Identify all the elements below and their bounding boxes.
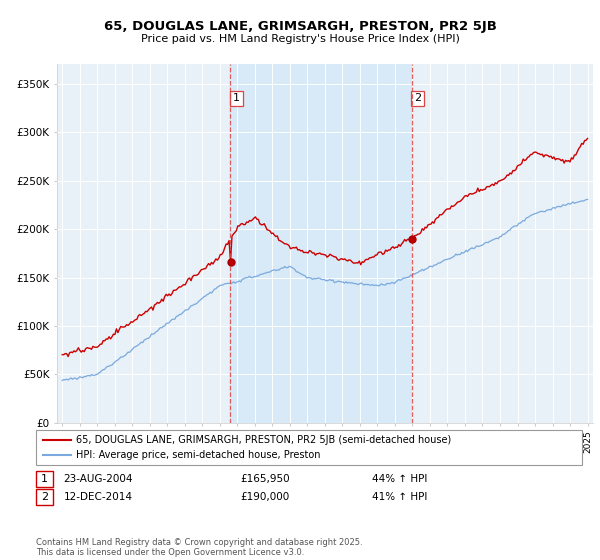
Text: £190,000: £190,000	[240, 492, 289, 502]
Text: 12-DEC-2014: 12-DEC-2014	[64, 492, 133, 502]
Bar	[230, 64, 412, 423]
Text: £165,950: £165,950	[240, 474, 290, 484]
Text: Contains HM Land Registry data © Crown copyright and database right 2025.
This d: Contains HM Land Registry data © Crown c…	[36, 538, 362, 557]
Text: 2: 2	[414, 94, 421, 103]
Text: 1: 1	[41, 474, 48, 484]
Text: 41% ↑ HPI: 41% ↑ HPI	[372, 492, 427, 502]
Text: 2: 2	[41, 492, 48, 502]
Text: 1: 1	[233, 94, 240, 103]
Text: 23-AUG-2004: 23-AUG-2004	[64, 474, 133, 484]
Text: 65, DOUGLAS LANE, GRIMSARGH, PRESTON, PR2 5JB: 65, DOUGLAS LANE, GRIMSARGH, PRESTON, PR…	[104, 20, 496, 32]
Text: 44% ↑ HPI: 44% ↑ HPI	[372, 474, 427, 484]
Text: HPI: Average price, semi-detached house, Preston: HPI: Average price, semi-detached house,…	[76, 450, 320, 460]
Text: 65, DOUGLAS LANE, GRIMSARGH, PRESTON, PR2 5JB (semi-detached house): 65, DOUGLAS LANE, GRIMSARGH, PRESTON, PR…	[76, 435, 451, 445]
Text: Price paid vs. HM Land Registry's House Price Index (HPI): Price paid vs. HM Land Registry's House …	[140, 34, 460, 44]
